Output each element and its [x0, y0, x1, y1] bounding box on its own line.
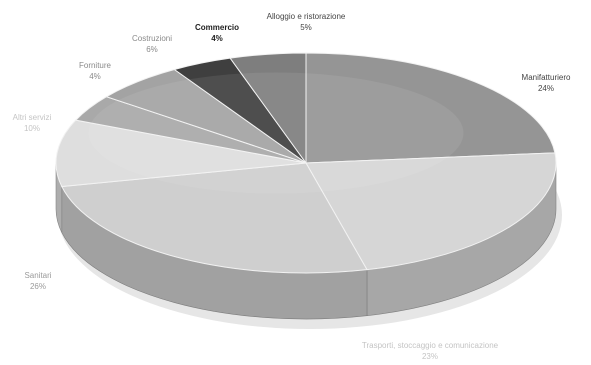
- slice-label-4: Forniture: [79, 61, 112, 70]
- pie-labels: Manifatturiero 24% Trasporti, stoccaggio e…: [13, 12, 571, 361]
- slice-label-5: Costruzioni: [132, 34, 172, 43]
- slice-value-2: 26%: [30, 282, 46, 291]
- pie-gloss: [88, 72, 464, 194]
- slice-label-0: Manifatturiero: [522, 73, 571, 82]
- slice-value-3: 10%: [24, 124, 40, 133]
- slice-label-2: Sanitari: [24, 271, 51, 280]
- slice-value-7: 5%: [300, 23, 312, 32]
- pie-slice-2: [61, 162, 368, 274]
- slice-value-5: 6%: [146, 45, 158, 54]
- pie-top: [55, 52, 557, 274]
- slice-label-7: Alloggio e ristorazione: [267, 12, 346, 21]
- slice-value-1: 23%: [422, 352, 438, 361]
- pie-slice-7: [229, 52, 307, 165]
- slice-label-6: Commercio: [195, 23, 239, 32]
- slice-label-3: Altri servizi: [13, 113, 52, 122]
- slice-value-0: 24%: [538, 84, 554, 93]
- slice-value-4: 4%: [89, 72, 101, 81]
- pie-slice-0: [305, 52, 556, 164]
- pie-slice-3: [55, 119, 307, 188]
- pie-slice-1: [305, 152, 557, 271]
- slice-value-6: 4%: [211, 34, 223, 43]
- slice-label-1: Trasporti, stoccaggio e comunicazione: [362, 341, 499, 350]
